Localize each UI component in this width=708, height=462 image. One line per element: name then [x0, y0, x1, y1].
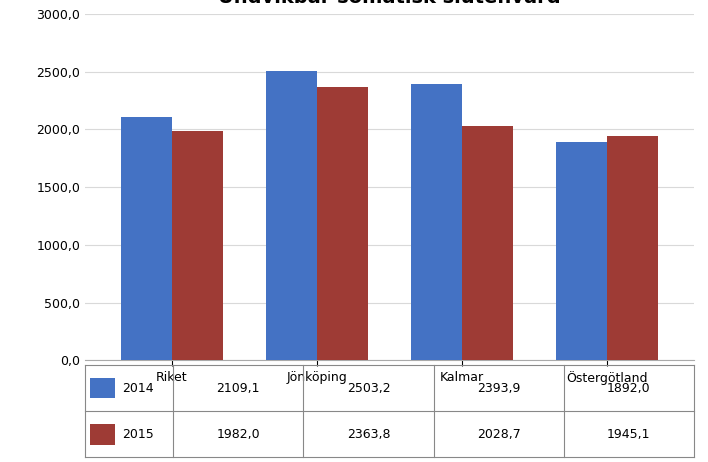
- Bar: [411, 84, 462, 360]
- Bar: [172, 132, 223, 360]
- Bar: [556, 142, 607, 360]
- Text: 1892,0: 1892,0: [607, 382, 651, 395]
- Bar: [121, 117, 172, 360]
- Text: 2015: 2015: [122, 428, 154, 441]
- Text: 2393,9: 2393,9: [477, 382, 520, 395]
- Title: Undvikbar somatisk slutenvård: Undvikbar somatisk slutenvård: [218, 0, 561, 7]
- Text: 1945,1: 1945,1: [607, 428, 651, 441]
- Bar: [317, 87, 367, 360]
- Bar: [607, 136, 658, 360]
- Bar: [266, 71, 317, 360]
- Bar: [462, 126, 513, 360]
- Text: 2014: 2014: [122, 382, 154, 395]
- Text: 2109,1: 2109,1: [217, 382, 260, 395]
- Bar: [90, 378, 115, 398]
- Text: 2503,2: 2503,2: [347, 382, 390, 395]
- Text: 2363,8: 2363,8: [347, 428, 390, 441]
- Text: 1982,0: 1982,0: [217, 428, 260, 441]
- Text: 2028,7: 2028,7: [476, 428, 520, 441]
- Bar: [90, 424, 115, 444]
